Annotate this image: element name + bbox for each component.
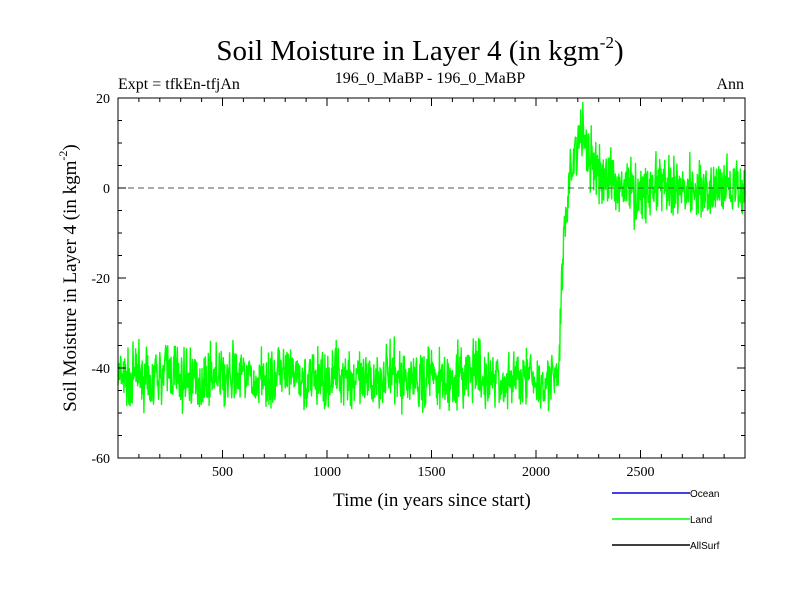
- x-tick-label: 1000: [313, 465, 341, 480]
- period-note: Ann: [716, 76, 744, 93]
- chart-subtitle: 196_0_MaBP - 196_0_MaBP: [335, 70, 526, 87]
- series-line-land: [117, 101, 746, 415]
- x-tick-label: 1500: [418, 465, 446, 480]
- y-tick-label: -40: [91, 362, 110, 377]
- x-axis-label: Time (in years since start): [333, 490, 531, 511]
- legend-label-allsurf: AllSurf: [690, 541, 720, 552]
- y-tick-label: 20: [96, 92, 110, 107]
- x-tick-label: 500: [212, 465, 233, 480]
- x-tick-label: 2000: [522, 465, 550, 480]
- y-tick-label: 0: [103, 182, 110, 197]
- x-tick-label: 2500: [627, 465, 655, 480]
- chart-title: Soil Moisture in Layer 4 (in kgm-2): [216, 33, 623, 67]
- experiment-note: Expt = tfkEn-tfjAn: [118, 76, 240, 93]
- legend-label-ocean: Ocean: [690, 489, 719, 500]
- plot-frame: [117, 97, 746, 459]
- y-tick-label: -60: [91, 452, 110, 467]
- y-axis-label: Soil Moisture in Layer 4 (in kgm-2): [56, 144, 81, 412]
- ticks-group: 500 1000 1500 2000 2500 20 0 -20 -40 -60: [91, 92, 745, 480]
- legend-label-land: Land: [690, 515, 712, 526]
- y-tick-label: -20: [91, 272, 110, 287]
- series-group: [117, 101, 746, 415]
- legend: Ocean Land AllSurf: [612, 489, 720, 552]
